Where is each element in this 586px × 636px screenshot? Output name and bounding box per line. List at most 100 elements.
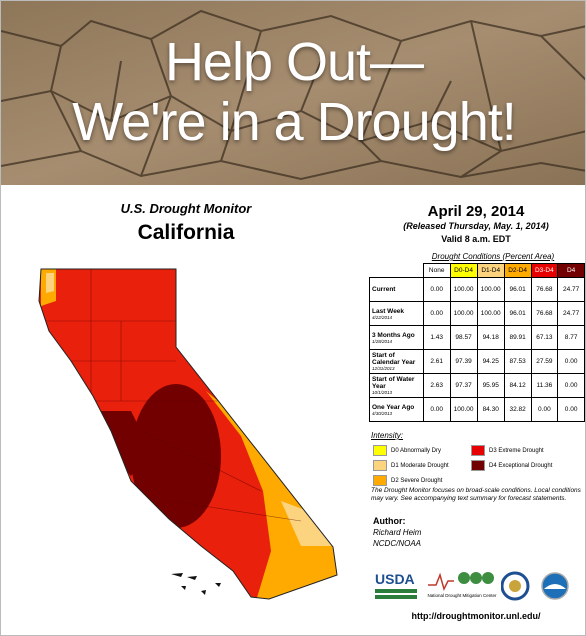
row-label-cell: Current xyxy=(369,277,424,302)
table-cell: 97.39 xyxy=(449,349,478,374)
row-date: 4/30/2013 xyxy=(372,410,393,416)
row-label-cell: Start of Calendar Year 12/31/2013 xyxy=(369,349,424,374)
table-cell: 1.43 xyxy=(422,325,451,350)
seals xyxy=(501,571,569,601)
row-label: One Year Ago xyxy=(372,403,415,411)
table-cell: 98.57 xyxy=(449,325,478,350)
row-label: Start of Calendar Year xyxy=(372,352,416,366)
header-row: None D0-D4 D1-D4 D2-D4 D3-D4 D4 xyxy=(370,263,585,278)
usda-stripes xyxy=(375,589,417,599)
author-name: Richard Heim xyxy=(373,528,422,537)
legend-swatch xyxy=(373,460,387,471)
drought-map xyxy=(38,268,338,600)
map-region: California xyxy=(137,221,235,244)
column-header: D3-D4 xyxy=(530,263,559,278)
legend-item: D2 Severe Drought xyxy=(373,475,442,486)
table-cell: 84.12 xyxy=(503,373,532,398)
table-cell: 76.68 xyxy=(530,301,559,326)
table-cell: 100.00 xyxy=(476,301,505,326)
table-cell: 0.00 xyxy=(422,397,451,422)
column-header: D2-D4 xyxy=(503,263,532,278)
table-cell: 32.82 xyxy=(503,397,532,422)
banner-line: We're in a Drought! xyxy=(72,92,517,152)
table-cell: 2.63 xyxy=(422,373,451,398)
table-row: Start of Water Year 10/1/2013 2.63 97.37 95.… xyxy=(369,373,585,398)
table-row: Last Week 4/22/2014 0.00 100.00 100.00 96.01 7… xyxy=(369,301,585,326)
row-label-cell: 3 Months Ago 1/28/2014 xyxy=(369,325,424,350)
column-header: D0-D4 xyxy=(449,263,478,278)
ndmc-logo: National Drought Mitigation Center xyxy=(427,593,497,598)
column-header: D4 xyxy=(557,263,585,278)
table-cell: 84.30 xyxy=(476,397,505,422)
legend-item: D3 Extreme Drought xyxy=(471,445,544,456)
corner-cell xyxy=(370,264,424,278)
row-label-cell: One Year Ago 4/30/2013 xyxy=(369,397,424,422)
row-label: Last Week xyxy=(372,307,405,315)
report-valid: Valid 8 a.m. EDT xyxy=(441,234,511,244)
table-cell: 0.00 xyxy=(557,349,585,374)
row-label: Current xyxy=(372,286,396,293)
row-label: Start of Water Year xyxy=(372,376,415,390)
row-label-cell: Last Week 4/22/2014 xyxy=(369,301,424,326)
table-cell: 87.53 xyxy=(503,349,532,374)
conditions-table: None D0-D4 D1-D4 D2-D4 D3-D4 D4 Current 0.00 100… xyxy=(369,263,585,422)
banner-line: Help Out— xyxy=(164,32,424,92)
legend-swatch xyxy=(373,445,387,456)
legend-label: D0 Abnormally Dry xyxy=(391,447,442,454)
table-row: One Year Ago 4/30/2013 0.00 100.00 84.30 32.8… xyxy=(369,397,585,422)
table-cell: 100.00 xyxy=(449,397,478,422)
table-cell: 67.13 xyxy=(530,325,559,350)
table-row: 3 Months Ago 1/28/2014 1.43 98.57 94.18 89.91… xyxy=(369,325,585,350)
table-cell: 0.00 xyxy=(557,397,585,422)
legend-label: D1 Moderate Drought xyxy=(391,462,449,469)
row-label-cell: Start of Water Year 10/1/2013 xyxy=(369,373,424,398)
usda-logo: USDA xyxy=(375,571,415,587)
author-org: NCDC/NOAA xyxy=(373,539,422,548)
row-date: 12/31/2013 xyxy=(372,366,395,371)
table-cell: 2.61 xyxy=(422,349,451,374)
table-cell: 96.01 xyxy=(503,277,532,302)
table-caption: Drought Conditions (Percent Area) xyxy=(431,252,555,261)
table-cell: 100.00 xyxy=(449,301,478,326)
row-date: 4/22/2014 xyxy=(372,314,393,320)
table-cell: 24.77 xyxy=(557,301,585,326)
report-released: (Released Thursday, May. 1, 2014) xyxy=(403,221,549,231)
table-cell: 8.77 xyxy=(557,325,585,350)
legend-item: D4 Exceptional Drought xyxy=(471,460,552,471)
table-cell: 100.00 xyxy=(476,277,505,302)
report-date: April 29, 2014 xyxy=(427,203,525,220)
banner-bg xyxy=(1,1,585,185)
note: The Drought Monitor focuses on broad-sca… xyxy=(371,487,581,502)
legend-title: Intensity: xyxy=(371,431,404,440)
table-row: Start of Calendar Year 12/31/2013 2.61 97.3… xyxy=(369,349,585,374)
legend-swatch xyxy=(471,445,485,456)
author-label: Author: xyxy=(373,516,406,526)
table-cell: 27.59 xyxy=(530,349,559,374)
table-cell: 94.18 xyxy=(476,325,505,350)
table-row: Current 0.00 100.00 100.00 96.01 76.68 24.77 xyxy=(369,277,585,302)
table-cell: 96.01 xyxy=(503,301,532,326)
table-cell: 11.36 xyxy=(530,373,559,398)
table-cell: 0.00 xyxy=(557,373,585,398)
ndmc-icon xyxy=(428,572,494,592)
legend-label: D3 Extreme Drought xyxy=(489,447,544,454)
table-cell: 0.00 xyxy=(422,277,451,302)
legend-label: D4 Exceptional Drought xyxy=(489,462,553,469)
legend-item: D1 Moderate Drought xyxy=(373,460,449,471)
legend-item: D0 Abnormally Dry xyxy=(373,445,441,456)
legend-label: D2 Severe Drought xyxy=(391,477,443,484)
row-date: 10/1/2013 xyxy=(372,390,393,395)
row-date: 1/28/2014 xyxy=(372,338,393,344)
column-header: D1-D4 xyxy=(476,263,505,278)
table-cell: 0.00 xyxy=(422,301,451,326)
url[interactable]: http://droughtmonitor.unl.edu/ xyxy=(411,611,541,621)
table-cell: 95.95 xyxy=(476,373,505,398)
row-label: 3 Months Ago xyxy=(372,331,415,339)
column-header: None xyxy=(422,263,451,278)
table-cell: 0.00 xyxy=(530,397,559,422)
map-title: U.S. Drought Monitor xyxy=(120,201,252,216)
legend-swatch xyxy=(471,460,485,471)
table-cell: 24.77 xyxy=(557,277,585,302)
table-cell: 97.37 xyxy=(449,373,478,398)
